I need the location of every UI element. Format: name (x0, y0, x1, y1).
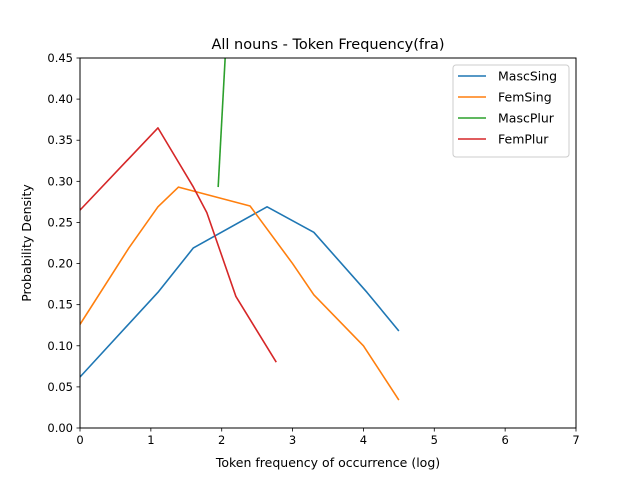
x-axis-label: Token frequency of occurrence (log) (215, 455, 440, 470)
x-tick-label: 5 (431, 433, 438, 447)
plot-frame (79, 57, 577, 429)
legend-box (452, 64, 570, 158)
legend-label-mascsing: MascSing (498, 69, 557, 84)
legend-label-mascplur: MascPlur (498, 111, 555, 126)
series-line-femplur (80, 127, 277, 363)
series-line-femsing (80, 186, 400, 401)
y-tick-label: 0.40 (47, 92, 73, 106)
x-tick-label: 1 (147, 433, 154, 447)
y-tick-label: 0.05 (47, 380, 73, 394)
x-tick-label: 3 (289, 433, 296, 447)
x-tick-label: 6 (501, 433, 508, 447)
y-tick-label: 0.00 (47, 421, 73, 435)
y-tick-label: 0.35 (47, 133, 73, 147)
x-axis-ticks: 0 1 2 3 4 5 6 7 (76, 428, 580, 447)
legend-label-femplur: FemPlur (498, 132, 549, 147)
x-tick-label: 0 (76, 433, 83, 447)
chart-title: All nouns - Token Frequency(fra) (211, 37, 444, 53)
x-tick-label: 4 (360, 433, 367, 447)
legend-label-femsing: FemSing (498, 90, 552, 105)
series-line-mascplur (217, 58, 226, 188)
y-tick-label: 0.45 (47, 51, 73, 65)
y-tick-label: 0.25 (47, 215, 73, 229)
legend: MascSing FemSing MascPlur FemPlur (452, 64, 570, 158)
series-lines (80, 58, 400, 401)
y-axis-label: Probability Density (19, 184, 34, 302)
y-tick-label: 0.30 (47, 174, 73, 188)
y-tick-label: 0.15 (47, 298, 73, 312)
y-tick-label: 0.20 (47, 257, 73, 271)
y-tick-label: 0.10 (47, 339, 73, 353)
series-line-mascsing (80, 206, 400, 378)
x-tick-label: 7 (572, 433, 579, 447)
x-tick-label: 2 (218, 433, 225, 447)
y-axis-ticks: 0.00 0.05 0.10 0.15 0.20 0.25 0.30 0.35 0.40 0.45 (47, 51, 80, 435)
